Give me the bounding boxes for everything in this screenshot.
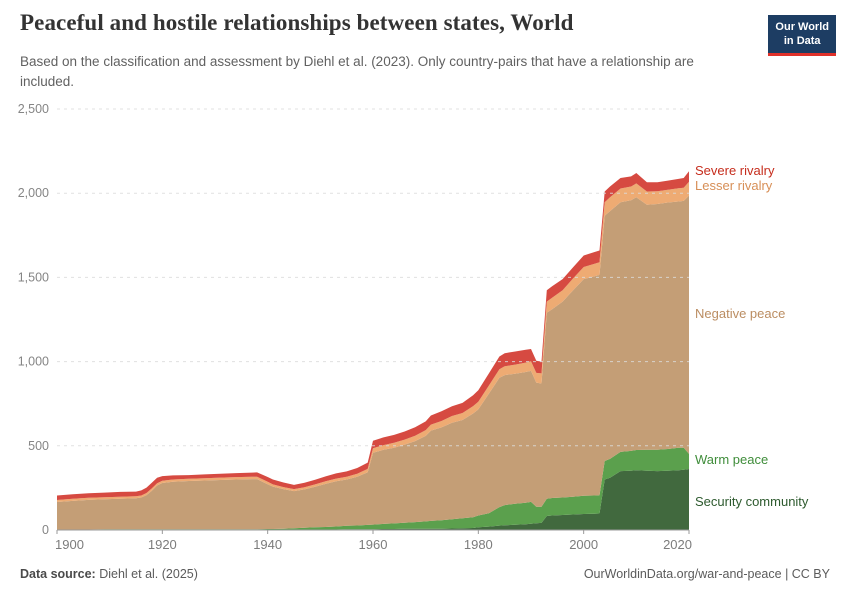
y-tick-label: 1,500 — [18, 270, 49, 284]
legend-lesser-rivalry: Lesser rivalry — [695, 178, 773, 193]
data-source-label: Data source: — [20, 567, 96, 581]
x-tick-label: 1960 — [359, 537, 388, 552]
x-tick-label: 1980 — [464, 537, 493, 552]
legend-security-community: Security community — [695, 494, 809, 509]
x-tick-label: 1920 — [148, 537, 177, 552]
x-tick-label: 1940 — [253, 537, 282, 552]
chart-subtitle: Based on the classification and assessme… — [20, 54, 694, 89]
y-tick-label: 2,000 — [18, 186, 49, 200]
data-source-value: Diehl et al. (2025) — [99, 567, 198, 581]
y-tick-label: 1,000 — [18, 355, 49, 369]
logo-line-2: in Data — [783, 35, 821, 48]
legend-warm-peace: Warm peace — [695, 452, 769, 467]
chart-footer: Data source: Diehl et al. (2025) OurWorl… — [20, 567, 830, 581]
legend-severe-rivalry: Severe rivalry — [695, 163, 775, 178]
x-tick-label: 2020 — [663, 537, 692, 552]
y-tick-label: 500 — [28, 439, 49, 453]
area-negative-peace — [57, 195, 689, 530]
owid-logo: Our World in Data — [768, 15, 836, 56]
y-tick-label: 2,500 — [18, 102, 49, 116]
legend-negative-peace: Negative peace — [695, 306, 786, 321]
logo-line-1: Our World — [775, 21, 829, 33]
owid-url-link[interactable]: OurWorldinData.org/war-and-peace | CC BY — [583, 567, 830, 581]
area-warm-peace — [57, 447, 689, 530]
y-tick-label: 0 — [42, 523, 49, 537]
area-security-community — [57, 469, 689, 530]
x-tick-label: 1900 — [55, 537, 84, 552]
x-tick-label: 2000 — [569, 537, 598, 552]
data-source: Data source: Diehl et al. (2025) — [20, 567, 198, 581]
page-title: Peaceful and hostile relationships betwe… — [20, 10, 574, 35]
